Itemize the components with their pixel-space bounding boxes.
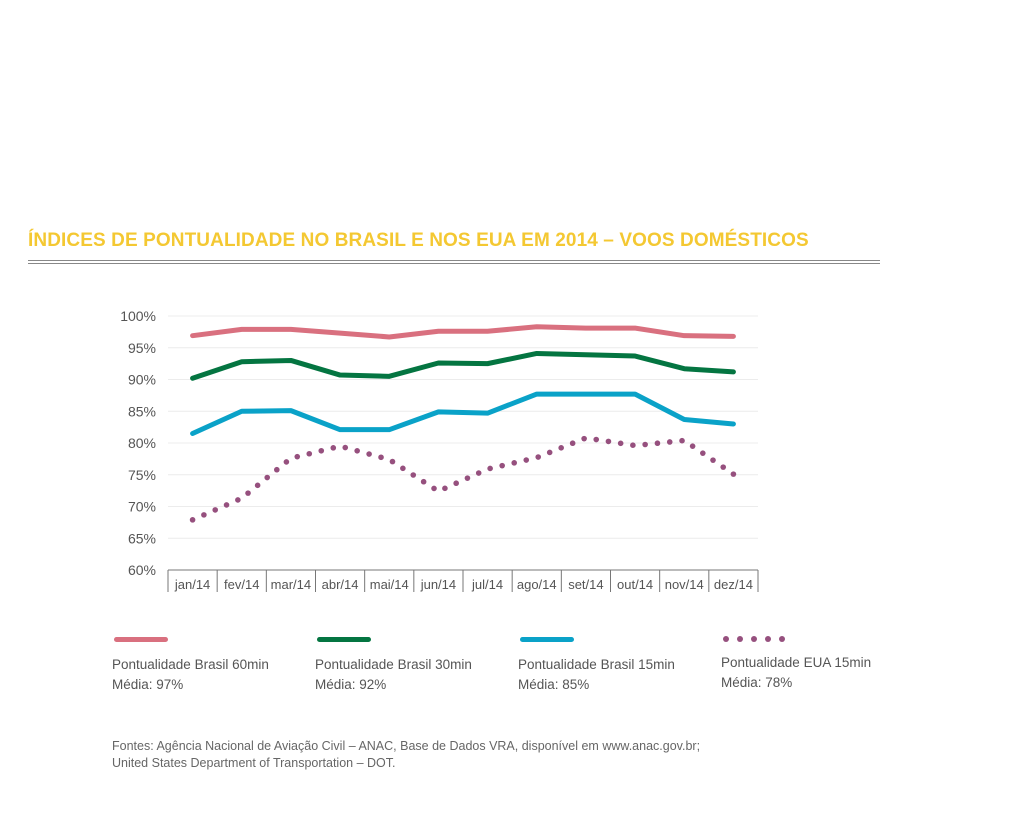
- x-tick-label: jan/14: [174, 577, 210, 592]
- legend-average: Média: 92%: [315, 677, 387, 692]
- y-tick-label: 85%: [128, 403, 156, 419]
- series-eua-15-dot: [487, 465, 493, 472]
- series-eua-15-dot: [212, 507, 219, 513]
- series-eua-15-dot: [189, 517, 196, 523]
- legend-average: Média: 85%: [518, 677, 590, 692]
- series-eua-15-dot: [605, 438, 612, 445]
- legend-swatch-brasil-60: [114, 637, 168, 642]
- chart-title: ÍNDICES DE PONTUALIDADE NO BRASIL E NOS …: [28, 230, 809, 251]
- series-eua-15-dot: [410, 472, 417, 478]
- y-tick-label: 90%: [128, 372, 156, 388]
- x-tick-label: jul/14: [471, 577, 503, 592]
- series-eua-15-dot: [730, 471, 737, 477]
- series-eua-15-dot: [235, 497, 241, 503]
- series-eua-15-dot: [366, 451, 372, 457]
- x-tick-label: abr/14: [322, 577, 359, 592]
- series-eua-15-dot: [546, 449, 553, 456]
- series-eua-15-dot: [223, 502, 230, 508]
- series-eua-15-dot: [689, 443, 696, 449]
- source-note: Fontes: Agência Nacional de Aviação Civi…: [112, 738, 700, 772]
- y-tick-label: 65%: [128, 530, 156, 546]
- x-tick-label: fev/14: [224, 577, 259, 592]
- series-eua-15-dot: [710, 457, 716, 463]
- series-brasil-15-line: [190, 391, 736, 436]
- series-eua-15-dot: [558, 445, 564, 451]
- series-eua-15-dot: [617, 440, 624, 447]
- legend-label: Pontualidade Brasil 60min: [112, 657, 269, 672]
- legend-label: Pontualidade Brasil 15min: [518, 657, 675, 672]
- legend-item-brasil-30: Pontualidade Brasil 30min Média: 92%: [315, 632, 472, 695]
- x-tick-label: jun/14: [420, 577, 456, 592]
- series-eua-15-dot: [666, 439, 673, 445]
- series-eua-15-dot: [654, 440, 661, 447]
- series-eua-15-dot: [318, 447, 325, 454]
- legend-item-eua-15: Pontualidade EUA 15min Média: 78%: [721, 632, 871, 693]
- series-eua-15-dot: [420, 478, 427, 485]
- legend-swatch-brasil-15: [520, 637, 574, 642]
- legend-swatch-eua-15: [723, 636, 871, 642]
- series-eua-15-dot: [630, 442, 636, 448]
- legend-average: Média: 78%: [721, 675, 793, 690]
- series-eua-15-dot: [642, 441, 648, 448]
- series-eua-15-dot: [400, 465, 406, 472]
- series-eua-15-dot: [593, 436, 600, 443]
- x-tick-label: dez/14: [714, 577, 753, 592]
- series-eua-15-dot: [294, 453, 301, 460]
- y-tick-label: 100%: [120, 308, 156, 324]
- series-brasil-30-line: [190, 350, 736, 381]
- series-eua-15-dot: [283, 459, 290, 465]
- title-rule-bottom: [28, 263, 880, 264]
- legend-item-brasil-15: Pontualidade Brasil 15min Média: 85%: [518, 632, 675, 695]
- series-eua-15-dot: [264, 474, 271, 481]
- series-eua-15-dot: [254, 482, 261, 489]
- y-tick-label: 70%: [128, 499, 156, 515]
- series-eua-15-dot: [720, 464, 727, 470]
- series-eua-15-dot: [306, 450, 313, 457]
- x-tick-label: nov/14: [665, 577, 704, 592]
- x-tick-label: out/14: [617, 577, 653, 592]
- series-eua-15-dot: [475, 470, 482, 476]
- source-line-1: Fontes: Agência Nacional de Aviação Civi…: [112, 739, 701, 753]
- legend-item-brasil-60: Pontualidade Brasil 60min Média: 97%: [112, 632, 269, 695]
- x-tick-label: ago/14: [517, 577, 557, 592]
- title-rule-top: [28, 260, 880, 261]
- x-tick-label: mai/14: [370, 577, 409, 592]
- legend-average: Média: 97%: [112, 677, 184, 692]
- line-chart: 100% 95% 90% 85% 80% 75% 70% 65% 60% jan/14 fev/14…: [120, 308, 759, 592]
- series-eua-15-dot: [523, 457, 530, 463]
- series-eua-15-dot: [464, 475, 471, 481]
- y-tick-label: 75%: [128, 467, 156, 483]
- series-eua-15-dot: [442, 485, 448, 492]
- legend-label: Pontualidade Brasil 30min: [315, 657, 472, 672]
- series-eua-15-dot: [354, 448, 360, 454]
- legend-label: Pontualidade EUA 15min: [721, 655, 872, 670]
- series-eua-15-dot: [511, 460, 518, 466]
- series-eua-15-dot: [342, 444, 349, 451]
- series-eua-15-dot: [700, 450, 706, 456]
- series-eua-15-dot: [378, 454, 384, 461]
- series-eua-15-dot: [201, 512, 207, 518]
- series-eua-15-dot: [330, 445, 337, 451]
- series-eua-15-dot: [581, 435, 587, 442]
- series-eua-15-dot: [499, 462, 505, 469]
- x-tick-label: set/14: [568, 577, 603, 592]
- series-eua-15-dot: [431, 485, 437, 492]
- y-tick-label: 60%: [128, 562, 156, 578]
- y-tick-label: 80%: [128, 435, 156, 451]
- series-eua-15-dot: [535, 454, 542, 460]
- series-eua-15-dot: [274, 466, 280, 473]
- series-eua-15-dot: [389, 458, 396, 465]
- legend-swatch-brasil-30: [317, 637, 371, 642]
- series-eua-15-dot: [569, 440, 576, 447]
- series-eua-15-dot: [679, 437, 685, 444]
- series-eua-15-dot: [245, 490, 251, 496]
- series-eua-15-dot: [453, 480, 459, 487]
- source-line-2: United States Department of Transportati…: [112, 756, 396, 770]
- series-brasil-60-line: [190, 324, 736, 340]
- y-tick-label: 95%: [128, 340, 156, 356]
- x-tick-label: mar/14: [271, 577, 311, 592]
